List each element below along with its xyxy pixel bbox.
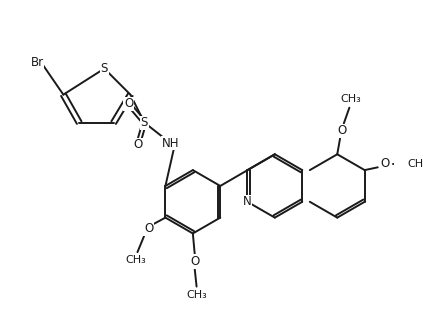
Text: O: O	[133, 138, 143, 151]
Text: O: O	[124, 97, 133, 111]
Text: S: S	[101, 62, 108, 75]
Text: O: O	[190, 255, 199, 268]
Text: CH₃: CH₃	[186, 290, 207, 300]
Text: S: S	[141, 116, 148, 129]
Text: O: O	[381, 157, 390, 170]
Text: NH: NH	[162, 137, 179, 149]
Text: N: N	[243, 195, 252, 208]
Text: O: O	[144, 222, 153, 235]
Text: O: O	[337, 125, 346, 137]
Text: Br: Br	[31, 56, 44, 69]
Text: CH₃: CH₃	[407, 159, 423, 169]
Text: CH₃: CH₃	[125, 255, 146, 265]
Text: CH₃: CH₃	[341, 94, 362, 104]
